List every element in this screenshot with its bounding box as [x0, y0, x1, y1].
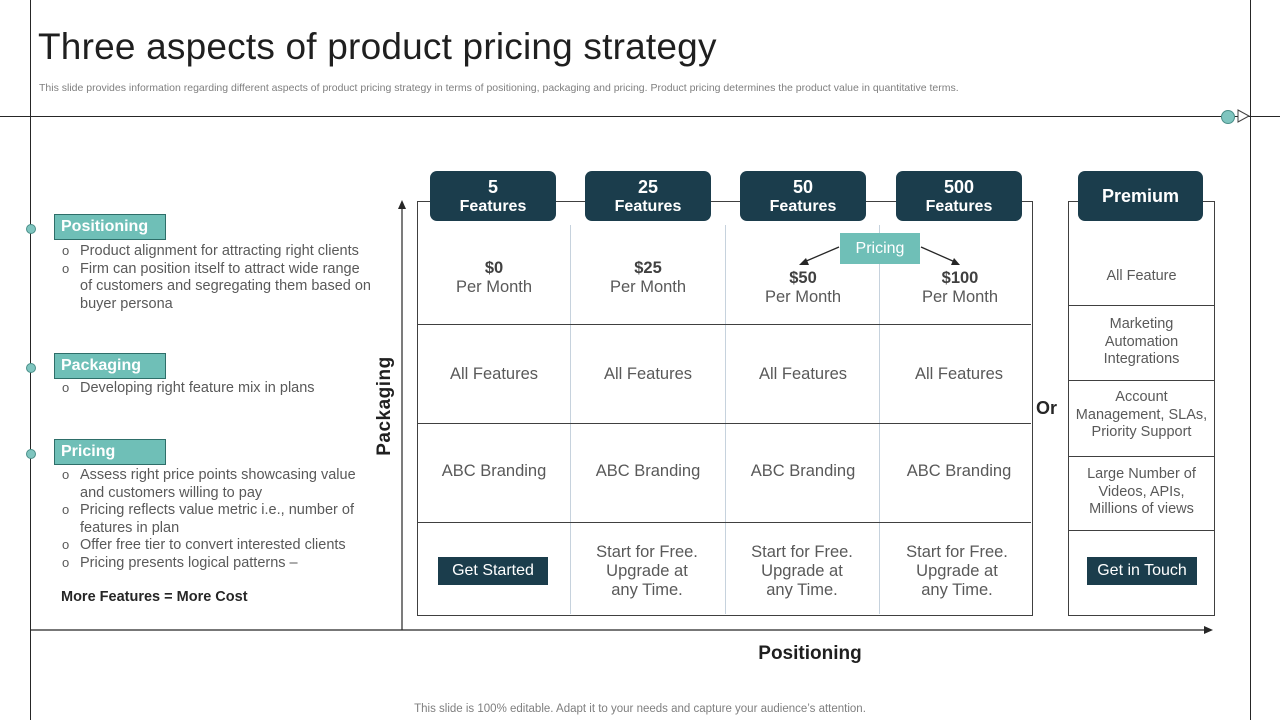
branding-cell: ABC Branding	[595, 462, 701, 480]
cta-text: Start for Free. Upgrade at any Time.	[906, 543, 1008, 599]
page-title: Three aspects of product pricing strateg…	[38, 26, 717, 67]
plan-header-25: 25 Features	[585, 171, 711, 221]
plan-features-label: Features	[614, 198, 682, 215]
divider-arrow-icon	[1237, 109, 1251, 123]
right-border-line	[1250, 0, 1251, 720]
cta-text: Start for Free. Upgrade at any Time.	[596, 543, 698, 599]
premium-cell: Large Number of Videos, APIs, Millions o…	[1087, 466, 1196, 517]
grid-column-divider	[879, 225, 880, 614]
bullet-item: Pricing presents logical patterns –	[62, 554, 362, 573]
premium-label: Premium	[1101, 186, 1180, 206]
grid-column-divider	[570, 225, 571, 614]
cost-note: More Features = More Cost	[61, 589, 248, 605]
bullet-item: Firm can position itself to attract wide…	[62, 260, 372, 314]
plan-header-50: 50 Features	[740, 171, 866, 221]
branding-cell: ABC Branding	[441, 462, 547, 480]
plan-header-5: 5 Features	[430, 171, 556, 221]
bullet-item: Assess right price points showcasing val…	[62, 466, 362, 502]
premium-cell: All Feature	[1106, 268, 1177, 284]
pricing-grid	[417, 201, 1033, 616]
bullet-item: Product alignment for attracting right c…	[62, 242, 372, 261]
plan-features-label: Features	[925, 198, 993, 215]
footer-note: This slide is 100% editable. Adapt it to…	[414, 703, 866, 715]
plan-features-label: Features	[769, 198, 837, 215]
cta-text: Start for Free. Upgrade at any Time.	[751, 543, 853, 599]
packaging-cell: All Features	[449, 365, 539, 383]
price-period: Per Month	[921, 288, 999, 306]
bullet-item: Developing right feature mix in plans	[62, 379, 372, 398]
price-amount: $25	[634, 259, 662, 277]
packaging-bullets: Developing right feature mix in plans	[62, 379, 372, 398]
price-amount: $100	[941, 269, 979, 287]
positioning-bullets: Product alignment for attracting right c…	[62, 242, 372, 314]
grid-row-divider	[418, 324, 1031, 325]
header-divider-line	[0, 116, 1280, 117]
plan-feature-count: 25	[637, 177, 659, 197]
price-period: Per Month	[455, 278, 533, 296]
price-amount: $50	[789, 269, 817, 287]
grid-row-divider	[418, 423, 1031, 424]
packaging-tag: Packaging	[54, 353, 166, 379]
price-cell: $100 Per Month	[880, 269, 1040, 307]
bullet-item: Offer free tier to convert interested cl…	[62, 536, 362, 555]
positioning-dot-icon	[26, 224, 36, 234]
price-cell: $25 Per Month	[571, 259, 725, 297]
left-border-line	[30, 0, 31, 720]
price-cell: $50 Per Month	[726, 269, 880, 307]
divider-dot-icon	[1221, 110, 1235, 124]
premium-row-divider	[1069, 530, 1214, 531]
pricing-tag: Pricing	[54, 439, 166, 465]
premium-row-divider	[1069, 380, 1214, 381]
pricing-callout: Pricing	[840, 233, 920, 264]
packaging-cell: All Features	[914, 365, 1004, 383]
positioning-tag: Positioning	[54, 214, 166, 240]
price-cell: $0 Per Month	[418, 259, 570, 297]
pricing-dot-icon	[26, 449, 36, 459]
branding-cell: ABC Branding	[906, 462, 1012, 480]
get-started-button[interactable]: Get Started	[438, 557, 548, 585]
get-in-touch-button[interactable]: Get in Touch	[1087, 557, 1197, 585]
packaging-cell: All Features	[758, 365, 848, 383]
plan-feature-count: 50	[792, 177, 814, 197]
plan-features-label: Features	[459, 198, 527, 215]
premium-cell: Marketing Automation Integrations	[1103, 316, 1180, 367]
premium-cell: Account Management, SLAs, Priority Suppo…	[1075, 389, 1208, 440]
premium-row-divider	[1069, 456, 1214, 457]
pricing-bullets: Assess right price points showcasing val…	[62, 466, 362, 573]
page-subtitle: This slide provides information regardin…	[39, 82, 959, 94]
branding-cell: ABC Branding	[750, 462, 856, 480]
grid-row-divider	[418, 522, 1031, 523]
packaging-dot-icon	[26, 363, 36, 373]
packaging-cell: All Features	[603, 365, 693, 383]
price-period: Per Month	[764, 288, 842, 306]
bullet-item: Pricing reflects value metric i.e., numb…	[62, 501, 362, 537]
grid-column-divider	[725, 225, 726, 614]
x-axis-label: Positioning	[758, 643, 862, 664]
plan-header-500: 500 Features	[896, 171, 1022, 221]
plan-feature-count: 5	[487, 177, 498, 197]
premium-header: Premium	[1078, 171, 1203, 221]
or-label: Or	[1036, 398, 1058, 418]
price-amount: $0	[484, 259, 504, 277]
premium-row-divider	[1069, 305, 1214, 306]
price-period: Per Month	[609, 278, 687, 296]
plan-feature-count: 500	[943, 177, 975, 197]
